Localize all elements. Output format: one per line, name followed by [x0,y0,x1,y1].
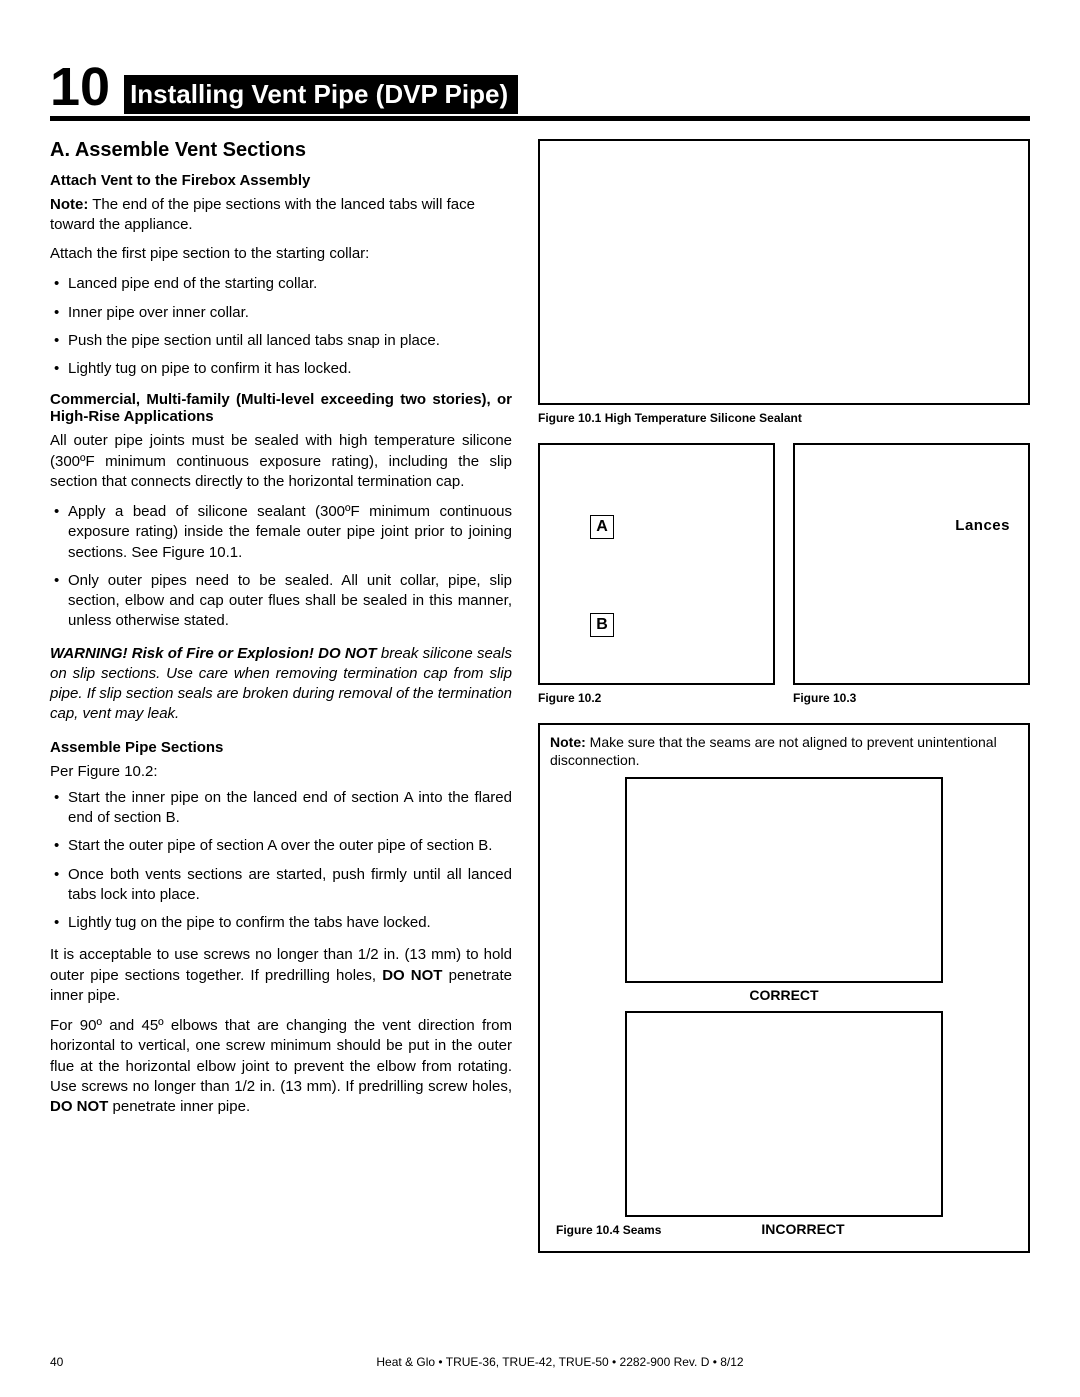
figure-10-4-caption-row: Figure 10.4 Seams INCORRECT [550,1221,1018,1243]
figure-row: A B Figure 10.2 Lances Figure 10.3 [538,443,1030,705]
figure-10-3-caption: Figure 10.3 [793,691,1030,705]
figure-10-1 [538,139,1030,405]
paragraph-attach-first: Attach the first pipe section to the sta… [50,244,512,264]
note-text-body: Make sure that the seams are not aligned… [550,734,997,768]
warning-block: WARNING! Risk of Fire or Explosion! DO N… [50,644,512,725]
figure-seam-correct [625,777,943,983]
figure-10-2-wrap: A B Figure 10.2 [538,443,775,705]
list-item: Lanced pipe end of the starting collar. [50,274,512,294]
bullets-assemble: Start the inner pipe on the lanced end o… [50,788,512,934]
figure-10-4-caption: Figure 10.4 Seams [556,1223,661,1237]
figure-10-2: A B [538,443,775,685]
note-label: Note: [550,734,586,750]
section-a-heading: A. Assemble Vent Sections [50,139,512,162]
list-item: Apply a bead of silicone sealant (300ºF … [50,502,512,563]
page-number: 40 [50,1355,90,1369]
paragraph-per-figure: Per Figure 10.2: [50,762,512,782]
lances-label: Lances [955,517,1010,534]
subheading-attach: Attach Vent to the Firebox Assembly [50,172,512,189]
subheading-commercial: Commercial, Multi-family (Multi-level ex… [50,391,512,425]
correct-label: CORRECT [550,987,1018,1003]
do-not-text: DO NOT [50,1098,108,1115]
bullets-sealed: Apply a bead of silicone sealant (300ºF … [50,502,512,632]
list-item: Only outer pipes need to be sealed. All … [50,571,512,632]
note-lanced-tabs: Note: The end of the pipe sections with … [50,195,512,234]
figure-10-3: Lances [793,443,1030,685]
figure-seam-incorrect [625,1011,943,1217]
do-not-text: DO NOT [382,967,442,984]
list-item: Push the pipe section until all lanced t… [50,331,512,351]
footer-text: Heat & Glo • TRUE-36, TRUE-42, TRUE-50 •… [90,1355,1030,1369]
list-item: Lightly tug on the pipe to confirm the t… [50,913,512,933]
label-b: B [590,613,614,637]
chapter-title: Installing Vent Pipe (DVP Pipe) [124,75,518,114]
paragraph-screws: It is acceptable to use screws no longer… [50,945,512,1006]
label-a: A [590,515,614,539]
figure-10-1-caption: Figure 10.1 High Temperature Silicone Se… [538,411,1030,425]
text-span: For 90º and 45º elbows that are changing… [50,1017,512,1095]
chapter-header: 10 Installing Vent Pipe (DVP Pipe) [50,60,1030,121]
text-span: penetrate inner pipe. [108,1098,250,1115]
warning-label: WARNING! Risk of Fire or Explosion! DO N… [50,645,377,662]
chapter-number: 10 [50,60,110,114]
paragraph-elbows: For 90º and 45º elbows that are changing… [50,1016,512,1117]
right-column: Figure 10.1 High Temperature Silicone Se… [538,139,1030,1253]
paragraph-sealed: All outer pipe joints must be sealed wit… [50,431,512,492]
figure-10-3-wrap: Lances Figure 10.3 [793,443,1030,705]
list-item: Start the inner pipe on the lanced end o… [50,788,512,829]
subheading-assemble-pipe: Assemble Pipe Sections [50,739,512,756]
list-item: Inner pipe over inner collar. [50,303,512,323]
incorrect-label: INCORRECT [761,1221,844,1237]
note-label: Note: [50,196,88,213]
bullets-attach: Lanced pipe end of the starting collar. … [50,274,512,379]
list-item: Lightly tug on pipe to confirm it has lo… [50,359,512,379]
two-column-layout: A. Assemble Vent Sections Attach Vent to… [50,139,1030,1253]
list-item: Start the outer pipe of section A over t… [50,836,512,856]
list-item: Once both vents sections are started, pu… [50,865,512,906]
left-column: A. Assemble Vent Sections Attach Vent to… [50,139,512,1253]
page-footer: 40 Heat & Glo • TRUE-36, TRUE-42, TRUE-5… [50,1355,1030,1369]
seams-note: Note: Make sure that the seams are not a… [550,733,1018,769]
figure-10-2-caption: Figure 10.2 [538,691,775,705]
seams-note-box: Note: Make sure that the seams are not a… [538,723,1030,1253]
note-text: The end of the pipe sections with the la… [50,196,475,233]
